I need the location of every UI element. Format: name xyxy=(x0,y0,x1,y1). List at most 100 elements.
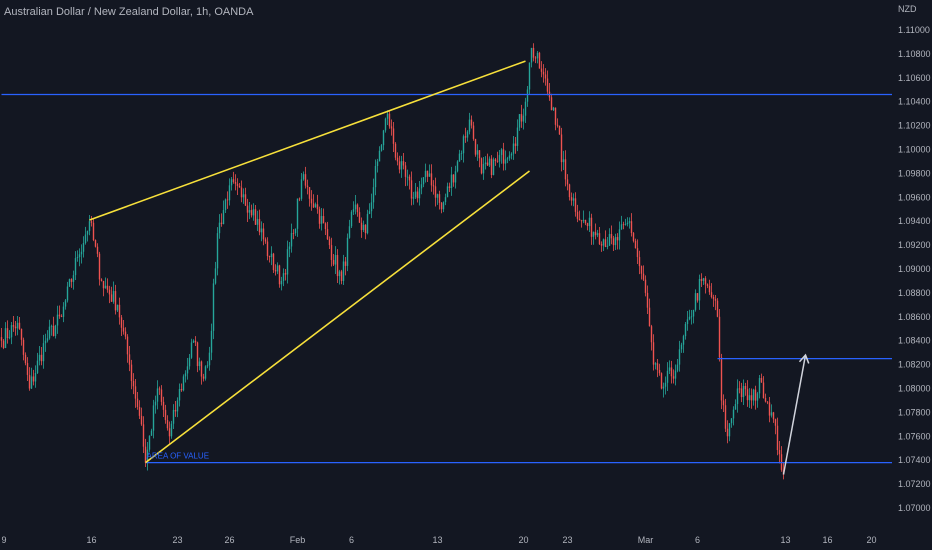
candle-body xyxy=(296,198,299,229)
x-tick-label: 16 xyxy=(86,535,96,545)
candle-body xyxy=(690,316,693,318)
y-tick-label: 1.09600 xyxy=(898,192,931,202)
candle-body xyxy=(50,325,53,327)
candle-body xyxy=(190,342,193,358)
candle-body xyxy=(604,239,607,247)
candle-body xyxy=(586,223,589,227)
target-arrow[interactable] xyxy=(782,354,807,475)
candle-body xyxy=(100,279,103,281)
candle-body xyxy=(502,149,505,164)
candle-body xyxy=(646,292,649,308)
candle-body xyxy=(286,249,289,275)
candle-body xyxy=(746,389,749,401)
candle-body xyxy=(196,342,199,367)
candle-body xyxy=(718,316,721,358)
candle-body xyxy=(118,304,121,318)
candle-body xyxy=(60,316,63,317)
candle-body xyxy=(14,326,17,329)
candle-body xyxy=(534,57,537,59)
candle-body xyxy=(104,285,107,289)
candle-body xyxy=(614,237,617,246)
candle-body xyxy=(242,194,245,198)
target-arrow-head xyxy=(798,353,810,364)
candle-body xyxy=(694,293,697,310)
candle-body xyxy=(302,174,305,180)
candle-body xyxy=(132,380,135,387)
candle-body xyxy=(654,363,657,365)
upper-trendline[interactable] xyxy=(89,60,526,221)
candle-body xyxy=(504,159,507,164)
candle-body xyxy=(742,385,745,398)
candle-body xyxy=(206,365,209,367)
candle-body xyxy=(248,210,251,213)
candle-body xyxy=(466,131,469,138)
candle-body xyxy=(56,314,59,326)
candle-body xyxy=(36,360,39,373)
candle-body xyxy=(396,157,399,162)
candle-body xyxy=(122,327,125,332)
y-tick-label: 1.08800 xyxy=(898,288,931,298)
candle-body xyxy=(98,253,101,280)
candle-body xyxy=(560,134,563,163)
candle-body xyxy=(156,388,159,402)
candle-body xyxy=(726,428,729,437)
x-tick-label: 9 xyxy=(2,535,7,545)
candle-body xyxy=(706,284,709,286)
candle-body xyxy=(350,211,353,227)
candle-body xyxy=(38,354,41,361)
candle-body xyxy=(480,158,483,174)
candle-body xyxy=(482,163,485,174)
candle-body xyxy=(628,221,631,223)
candle-body xyxy=(522,115,525,122)
candle-body xyxy=(336,255,339,277)
candle-body xyxy=(154,401,157,406)
candle-body xyxy=(592,231,595,237)
y-tick-label: 1.08200 xyxy=(898,360,931,370)
candle-body xyxy=(120,317,123,328)
candle-body xyxy=(678,349,681,365)
candle-body xyxy=(272,253,275,271)
candle-body xyxy=(566,179,569,185)
candle-body xyxy=(230,179,233,186)
y-tick-label: 1.10800 xyxy=(898,49,931,59)
candle-body xyxy=(166,420,169,429)
candle-body xyxy=(488,158,491,166)
candle-body xyxy=(356,204,359,213)
candle-body xyxy=(244,194,247,206)
candle-body xyxy=(390,126,393,129)
candle-body xyxy=(216,233,219,269)
lower-trendline[interactable] xyxy=(145,170,530,464)
candle-body xyxy=(506,158,509,160)
x-tick-label: Mar xyxy=(638,535,654,545)
candle-body xyxy=(258,218,261,233)
candle-body xyxy=(20,328,23,340)
candle-body xyxy=(18,322,21,329)
candle-body xyxy=(292,233,295,234)
candle-body xyxy=(268,256,271,258)
candle-body xyxy=(472,125,475,139)
candle-body xyxy=(266,241,269,257)
x-tick-label: 6 xyxy=(695,535,700,545)
candle-body xyxy=(494,159,497,162)
candle-body xyxy=(634,240,637,249)
candle-body xyxy=(608,234,611,246)
candle-body xyxy=(116,304,119,311)
candle-body xyxy=(392,128,395,144)
candle-body xyxy=(326,229,329,240)
candle-body xyxy=(346,237,349,266)
candle-body xyxy=(756,393,759,401)
candle-body xyxy=(612,238,615,246)
candle-body xyxy=(2,340,5,349)
candle-body xyxy=(524,101,527,116)
candle-body xyxy=(162,401,165,410)
candle-body xyxy=(402,161,405,166)
candle-body xyxy=(324,223,327,230)
candle-body xyxy=(288,246,291,250)
candle-body xyxy=(82,242,85,252)
candle-body xyxy=(106,285,109,290)
candle-body xyxy=(478,150,481,159)
candle-body xyxy=(760,378,763,383)
candle-body xyxy=(546,78,549,92)
candle-body xyxy=(516,127,519,146)
